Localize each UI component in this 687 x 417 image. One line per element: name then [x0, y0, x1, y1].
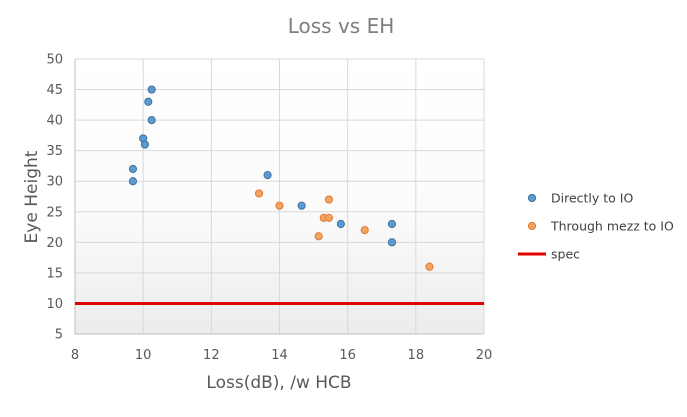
data-point [297, 201, 306, 210]
x-tick-label: 16 [339, 348, 356, 363]
data-point [147, 116, 156, 125]
x-tick-label: 12 [203, 348, 220, 363]
data-point [144, 97, 153, 106]
y-tick-label: 35 [46, 144, 63, 159]
y-axis-tick-labels: 5 10 15 20 25 30 35 40 45 50 [46, 53, 63, 343]
y-tick-label: 45 [46, 83, 63, 98]
x-tick-label: 10 [135, 348, 152, 363]
data-point [324, 195, 334, 204]
legend: Directly to IO Through mezz to IO spec [518, 191, 674, 262]
y-axis-label: Eye Height [22, 150, 42, 243]
y-tick-label: 50 [46, 53, 63, 68]
data-point [324, 213, 334, 222]
data-series [75, 85, 484, 305]
y-tick-label: 5 [55, 328, 63, 343]
data-point [314, 232, 323, 241]
data-point [128, 177, 138, 186]
chart-title: Loss vs EH [288, 14, 395, 38]
gridlines [75, 58, 485, 334]
x-tick-label: 8 [71, 348, 79, 363]
data-point [387, 219, 397, 229]
y-tick-label: 20 [46, 236, 63, 251]
x-tick-label: 14 [271, 348, 288, 363]
x-axis-label: Loss(dB), /w HCB [206, 373, 351, 393]
y-tick-label: 15 [46, 266, 63, 281]
data-point [336, 219, 345, 229]
legend-entry: Directly to IO [551, 191, 633, 206]
x-axis-tick-labels: 8 10 12 14 16 18 20 [71, 348, 492, 363]
axis-frame [74, 59, 484, 335]
data-point [254, 189, 264, 198]
data-point [147, 85, 156, 94]
y-tick-label: 25 [46, 205, 63, 220]
y-tick-label: 40 [46, 114, 63, 129]
legend-entry: spec [551, 247, 580, 262]
y-tick-label: 10 [46, 297, 63, 312]
legend-swatch [527, 221, 537, 231]
data-point [263, 171, 272, 180]
data-point [275, 201, 284, 210]
data-point [425, 262, 434, 271]
data-point [140, 140, 149, 149]
x-tick-label: 20 [476, 348, 493, 363]
legend-entry: Through mezz to IO [550, 219, 674, 234]
data-point [128, 164, 138, 174]
data-point [387, 238, 397, 247]
x-tick-label: 18 [408, 348, 425, 363]
data-point [360, 226, 369, 235]
y-tick-label: 30 [46, 175, 63, 190]
legend-swatch [527, 193, 537, 203]
